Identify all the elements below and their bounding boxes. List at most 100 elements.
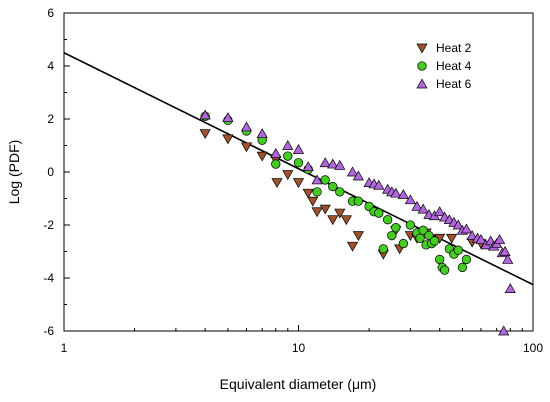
data-point (240, 142, 253, 153)
series-3 (199, 109, 516, 336)
tick-marks (63, 12, 534, 332)
data-point (374, 208, 384, 218)
data-point (391, 222, 401, 233)
data-point (311, 174, 323, 185)
data-point (475, 234, 487, 244)
data-point (435, 254, 445, 265)
legend: Heat 2 Heat 4 Heat 6 (416, 41, 472, 91)
fit-line (63, 52, 534, 286)
data-point (417, 203, 429, 214)
data-point (271, 159, 281, 169)
data-point (346, 241, 359, 252)
data-point (327, 215, 339, 226)
data-point (397, 189, 409, 199)
legend-label: Heat 4 (436, 59, 472, 73)
fit-line-group (63, 52, 534, 286)
data-point (282, 170, 294, 181)
data-point (446, 233, 458, 244)
y-tick-label: 2 (47, 112, 54, 126)
data-point (240, 121, 253, 132)
data-point (493, 234, 506, 244)
y-tick-label: -6 (43, 324, 54, 338)
x-tick-label: 1 (61, 341, 68, 355)
data-point (334, 159, 346, 170)
legend-marker (416, 78, 428, 89)
y-tick-label: 6 (47, 6, 54, 20)
data-point (434, 206, 446, 217)
data-point (460, 223, 473, 234)
y-tick-label: -4 (43, 271, 54, 285)
data-point (429, 236, 440, 246)
data-point (334, 208, 346, 219)
data-point (270, 147, 282, 158)
legend-marker (417, 61, 427, 71)
data-point (466, 230, 478, 240)
data-point (411, 200, 423, 211)
data-point (312, 187, 322, 197)
data-point (404, 194, 416, 205)
data-points (199, 109, 516, 336)
data-point (502, 253, 514, 264)
data-point (319, 157, 331, 168)
x-tick-label: 100 (523, 341, 543, 355)
data-point (340, 215, 352, 226)
y-axis-title: Log (PDF) (6, 140, 22, 205)
data-point (461, 254, 472, 265)
data-point (383, 215, 393, 225)
legend-label: Heat 2 (436, 41, 472, 55)
data-point (390, 187, 402, 198)
y-tick-label: 0 (47, 165, 54, 179)
data-point (352, 231, 364, 242)
data-point (499, 246, 511, 256)
data-point (292, 144, 305, 154)
data-point (452, 219, 464, 230)
data-point (311, 207, 323, 218)
data-point (418, 225, 428, 235)
data-point (335, 187, 345, 197)
data-point (415, 233, 425, 243)
x-axis-title: Equivalent diameter (μm) (220, 376, 377, 392)
data-point (320, 175, 330, 185)
data-point (292, 178, 305, 189)
data-point (307, 196, 319, 207)
data-point (387, 230, 397, 241)
series-2 (200, 111, 472, 275)
data-point (302, 161, 314, 172)
data-point (327, 158, 339, 169)
data-point (283, 151, 293, 161)
data-point (222, 134, 234, 145)
data-point (352, 170, 364, 181)
y-tick-label: 4 (47, 59, 54, 73)
data-point (453, 245, 463, 255)
data-point (353, 196, 364, 206)
legend-item: Heat 2 (416, 41, 472, 55)
data-point (319, 204, 331, 215)
legend-item: Heat 6 (416, 77, 472, 91)
data-point (498, 325, 510, 336)
tick-labels: -6 -4 -2 0 2 4 6 1 10 100 (43, 6, 543, 355)
data-point (378, 244, 388, 254)
data-point (256, 128, 268, 138)
data-point (302, 188, 314, 199)
y-tick-label: -2 (43, 218, 54, 232)
data-point (328, 181, 338, 192)
data-point (405, 220, 416, 230)
data-point (199, 109, 211, 120)
data-point (440, 265, 450, 275)
data-point (271, 178, 283, 189)
data-point (373, 179, 385, 190)
data-point (256, 151, 268, 162)
data-point (199, 129, 211, 140)
legend-label: Heat 6 (436, 77, 472, 91)
data-point (293, 158, 304, 168)
legend-marker (416, 43, 428, 54)
data-point (504, 283, 516, 293)
legend-item: Heat 4 (417, 59, 472, 73)
data-point (282, 140, 294, 150)
data-point (346, 166, 359, 177)
data-point (222, 112, 234, 123)
data-point (457, 262, 468, 273)
x-tick-label: 10 (292, 341, 306, 355)
